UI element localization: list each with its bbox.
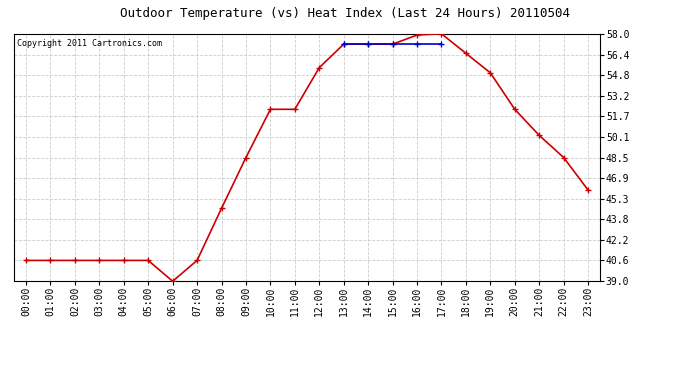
- Text: Copyright 2011 Cartronics.com: Copyright 2011 Cartronics.com: [17, 39, 161, 48]
- Text: Outdoor Temperature (vs) Heat Index (Last 24 Hours) 20110504: Outdoor Temperature (vs) Heat Index (Las…: [120, 8, 570, 21]
